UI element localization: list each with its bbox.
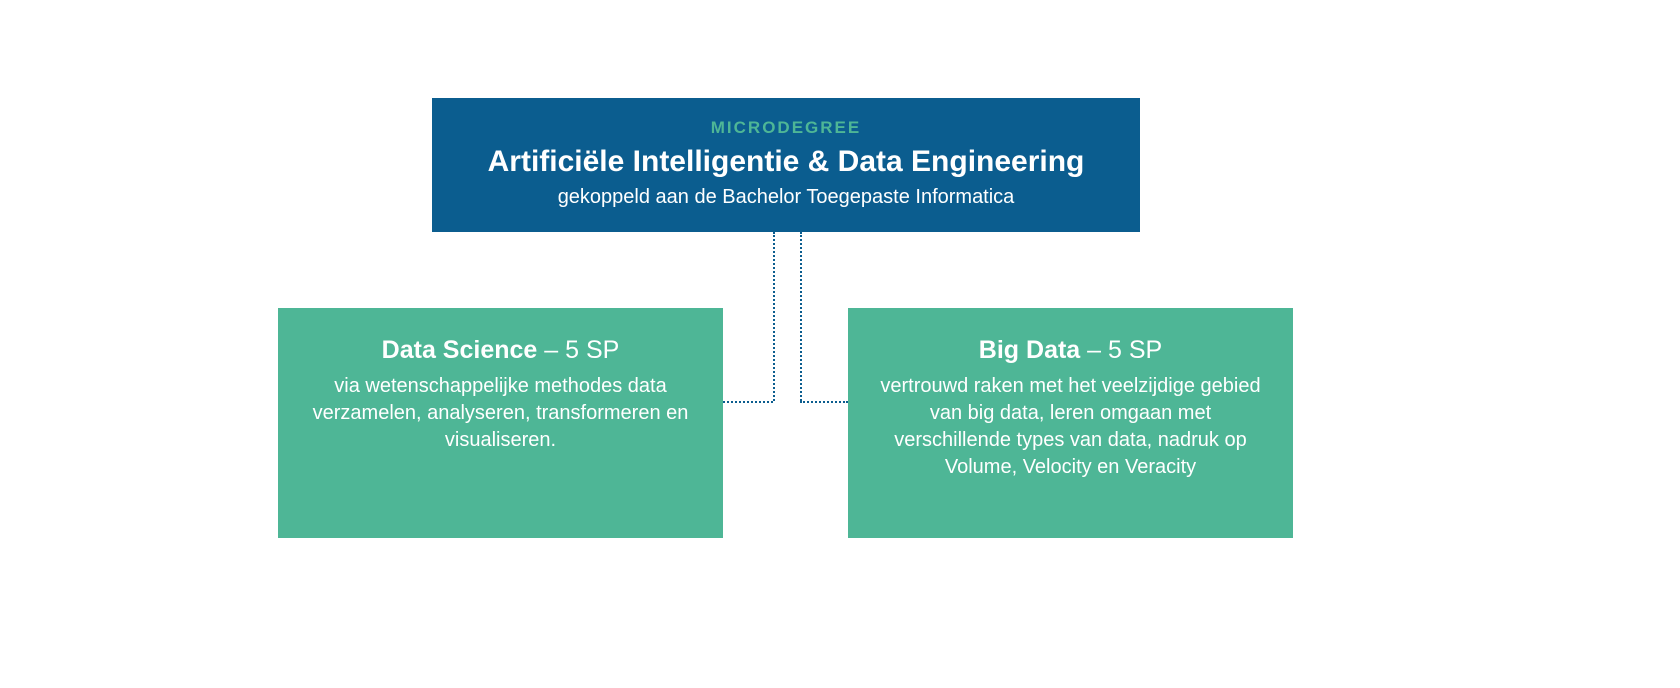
diagram-canvas: MICRODEGREE Artificiële Intelligentie & … — [0, 0, 1680, 688]
child-title-bold: Big Data — [979, 336, 1080, 364]
connector-right-vertical — [800, 232, 802, 401]
child-node-data-science: Data Science – 5 SP via wetenschappelijk… — [278, 308, 723, 538]
connector-right-horizontal — [800, 401, 848, 403]
child-title-bold: Data Science — [382, 336, 538, 364]
root-subtitle: gekoppeld aan de Bachelor Toegepaste Inf… — [462, 186, 1110, 209]
child-title: Data Science – 5 SP — [308, 334, 693, 367]
child-title-suffix: – 5 SP — [537, 336, 619, 364]
child-node-big-data: Big Data – 5 SP vertrouwd raken met het … — [848, 308, 1293, 538]
connector-left-vertical — [773, 232, 775, 401]
root-node: MICRODEGREE Artificiële Intelligentie & … — [432, 98, 1140, 232]
root-overline: MICRODEGREE — [462, 118, 1110, 138]
connector-left-horizontal — [723, 401, 773, 403]
root-title: Artificiële Intelligentie & Data Enginee… — [462, 144, 1110, 180]
child-title-suffix: – 5 SP — [1080, 336, 1162, 364]
child-description: via wetenschappelijke methodes data verz… — [308, 373, 693, 454]
child-description: vertrouwd raken met het veelzijdige gebi… — [878, 373, 1263, 481]
child-title: Big Data – 5 SP — [878, 334, 1263, 367]
